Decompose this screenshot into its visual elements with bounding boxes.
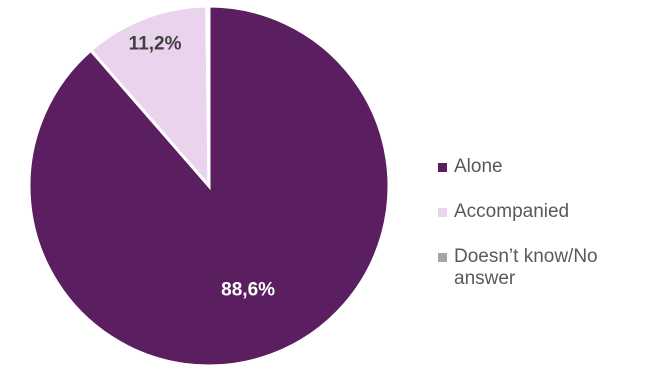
pie-slice-doesn-t-know-no-answer	[205, 4, 211, 187]
legend-label-doesnt-know: Doesn’t know/No answer	[454, 246, 598, 289]
data-label-alone: 88,6%	[221, 280, 275, 301]
legend-item-doesnt-know: Doesn’t know/No answer	[438, 246, 648, 290]
legend-swatch-alone	[438, 163, 447, 172]
legend-swatch-doesnt-know	[438, 253, 447, 262]
legend-item-alone: Alone	[438, 156, 648, 178]
chart-legend: Alone Accompanied Doesn’t know/No answer	[438, 156, 648, 313]
pie-data-labels: 88,6% 11,2%	[129, 34, 275, 301]
legend-item-accompanied: Accompanied	[438, 201, 648, 223]
data-label-accompanied: 11,2%	[129, 34, 182, 55]
legend-label-alone: Alone	[454, 156, 503, 177]
pie-slice-accompanied	[88, 4, 211, 191]
pie-slice-alone	[27, 4, 391, 365]
legend-label-accompanied: Accompanied	[454, 201, 570, 222]
legend-swatch-accompanied	[438, 208, 447, 217]
pie-slices	[27, 4, 391, 365]
